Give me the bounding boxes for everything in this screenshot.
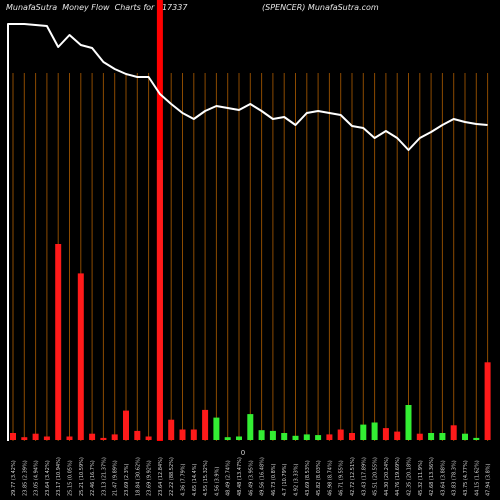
money-flow-bar bbox=[450, 425, 457, 440]
x-tick-label: 43.64 (3.88%) bbox=[440, 460, 446, 496]
money-flow-bar bbox=[21, 437, 28, 440]
x-tick-label: 4.36 (7.79%) bbox=[181, 463, 187, 496]
money-flow-bar bbox=[134, 430, 141, 440]
x-tick-label: 42.68 (13.36%) bbox=[429, 457, 435, 496]
money-flow-bar bbox=[315, 435, 322, 440]
x-tick-label: 48.48 (13.47%) bbox=[237, 457, 243, 496]
money-flow-bar bbox=[10, 433, 16, 440]
x-tick-label: 42.72 (12.51%) bbox=[350, 457, 356, 496]
x-tick-label: 46.49 (3.95%) bbox=[248, 460, 254, 496]
x-tick-label: 23.69 (2.3%) bbox=[124, 463, 130, 496]
x-tick-label: 46.98 (8.74%) bbox=[327, 460, 333, 496]
money-flow-bar bbox=[156, 160, 163, 440]
money-flow-bar bbox=[382, 428, 389, 440]
money-flow-bar bbox=[32, 433, 39, 440]
x-tick-label: 25.21 (10.59%) bbox=[79, 457, 85, 496]
money-flow-bar bbox=[303, 434, 310, 440]
x-tick-label: 49.56 (16.48%) bbox=[260, 457, 266, 496]
x-tick-label: 4.7 (10.79%) bbox=[282, 463, 288, 496]
x-tick-label: 45.82 (8.03%) bbox=[316, 460, 322, 496]
x-tick-label: 23.64 (12.84%) bbox=[158, 457, 164, 496]
money-flow-bar bbox=[394, 431, 401, 440]
x-tick-label: 22.22 (88.52%) bbox=[169, 457, 175, 496]
money-flow-bar bbox=[77, 273, 84, 440]
price-line bbox=[7, 23, 488, 441]
x-tick-label: 23.85 (2.39%) bbox=[22, 460, 28, 496]
chart-title: MunafaSutra Money Flow Charts for 517337 bbox=[6, 3, 188, 12]
x-tick-label: 47.94 (3.8%) bbox=[486, 463, 492, 496]
x-tick-label: 44.15 (1.62%) bbox=[474, 460, 480, 496]
money-flow-bar bbox=[360, 424, 367, 440]
x-tick-label: 48.49 (2.74%) bbox=[226, 460, 232, 496]
x-tick-label: 42.35 (20.18%) bbox=[407, 457, 413, 496]
money-flow-bar bbox=[292, 435, 299, 440]
x-tick-label: 23.64 (3.42%) bbox=[45, 460, 51, 496]
money-flow-bar bbox=[190, 429, 197, 440]
x-tick-label: 23.69 (9.92%) bbox=[147, 460, 153, 496]
money-flow-bar bbox=[145, 436, 152, 440]
x-tick-label: 29.77 (3.42%) bbox=[11, 460, 17, 496]
x-tick-label: 43.43 (17.89%) bbox=[361, 457, 367, 496]
x-tick-label: 44.30 (20.24%) bbox=[384, 457, 390, 496]
money-flow-bar bbox=[202, 409, 209, 440]
money-flow-bar bbox=[462, 433, 468, 440]
money-flow-bar bbox=[281, 433, 288, 440]
x-tick-label: 23.17 (10.94%) bbox=[56, 457, 62, 496]
x-tick-label: 4.56 (3.9%) bbox=[214, 467, 220, 496]
zero-axis-label: 0 bbox=[241, 449, 245, 457]
money-flow-bar bbox=[349, 433, 355, 440]
x-tick-label: 4.65 (14.4%) bbox=[192, 463, 198, 496]
money-flow-bar bbox=[168, 419, 175, 440]
money-flow-bar bbox=[213, 417, 220, 440]
x-tick-label: 45.32 (11.9%) bbox=[418, 460, 424, 496]
x-tick-label: 44.76 (19.69%) bbox=[395, 457, 401, 496]
money-flow-bar bbox=[89, 433, 96, 440]
money-flow-bar bbox=[55, 244, 62, 440]
money-flow-bar bbox=[439, 433, 446, 440]
chart-subtitle: (SPENCER) MunafaSutra.com bbox=[262, 3, 379, 12]
x-tick-label: 43.75 (4.77%) bbox=[463, 460, 469, 496]
money-flow-bar bbox=[326, 434, 333, 440]
money-flow-bar bbox=[236, 436, 242, 440]
money-flow-bar bbox=[66, 436, 73, 440]
x-tick-label: 23.13 (21.37%) bbox=[101, 457, 107, 496]
money-flow-bar bbox=[416, 433, 423, 440]
money-flow-bar bbox=[473, 437, 480, 440]
money-flow-bar bbox=[269, 430, 276, 440]
x-tick-label: 45.51 (20.55%) bbox=[373, 457, 379, 496]
x-tick-label: 46.71 (9.55%) bbox=[339, 460, 345, 496]
money-flow-bar bbox=[337, 429, 344, 440]
x-tick-label: 43.83 (78.3%) bbox=[452, 460, 458, 496]
money-flow-bar bbox=[405, 405, 412, 440]
money-flow-bar bbox=[258, 430, 265, 440]
x-tick-label: 21.47 (9.89%) bbox=[113, 460, 119, 496]
money-flow-bar bbox=[179, 429, 186, 440]
x-tick-label: 43.69 (8.53%) bbox=[305, 460, 311, 496]
money-flow-bar bbox=[247, 414, 254, 440]
x-tick-label: 4.92 (3.33%) bbox=[294, 463, 300, 496]
money-flow-bar bbox=[123, 410, 129, 440]
x-tick-label: 4.55 (15.32%) bbox=[203, 460, 209, 496]
x-tick-label: 46.73 (0.8%) bbox=[271, 463, 277, 496]
x-tick-label: 18.84 (30.62%) bbox=[135, 457, 141, 496]
money-flow-bar bbox=[111, 434, 118, 440]
x-tick-label: 25.15 (0.05%) bbox=[68, 460, 74, 496]
money-flow-bar bbox=[428, 433, 435, 440]
x-tick-label: 22.46 (16.7%) bbox=[90, 460, 96, 496]
x-tick-label: 23.05 (4.94%) bbox=[34, 460, 40, 496]
money-flow-bar bbox=[100, 437, 107, 440]
money-flow-bar bbox=[371, 422, 378, 440]
money-flow-bar bbox=[224, 437, 231, 440]
money-flow-bar bbox=[43, 436, 50, 440]
money-flow-bar bbox=[484, 362, 491, 440]
